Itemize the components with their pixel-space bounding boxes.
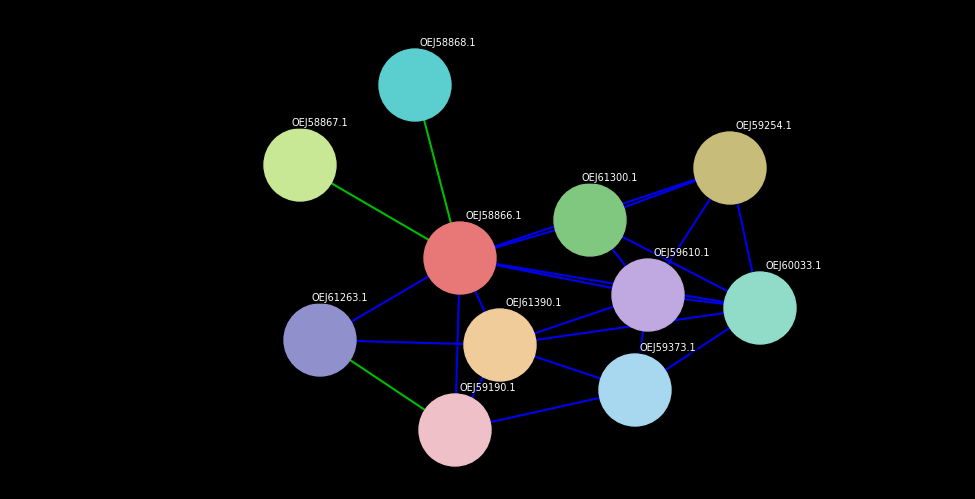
Circle shape <box>599 354 671 426</box>
Circle shape <box>612 259 684 331</box>
Circle shape <box>284 304 356 376</box>
Circle shape <box>694 132 766 204</box>
Text: OEJ58866.1: OEJ58866.1 <box>465 211 522 221</box>
Circle shape <box>264 129 336 201</box>
Circle shape <box>724 272 796 344</box>
Text: OEJ58867.1: OEJ58867.1 <box>292 118 349 128</box>
Text: OEJ59610.1: OEJ59610.1 <box>653 248 710 258</box>
Circle shape <box>464 309 536 381</box>
Text: OEJ61300.1: OEJ61300.1 <box>582 173 639 183</box>
Circle shape <box>424 222 496 294</box>
Text: OEJ61390.1: OEJ61390.1 <box>505 298 562 308</box>
Text: OEJ60033.1: OEJ60033.1 <box>765 261 821 271</box>
Circle shape <box>419 394 491 466</box>
Text: OEJ61263.1: OEJ61263.1 <box>312 293 369 303</box>
Text: OEJ59254.1: OEJ59254.1 <box>735 121 792 131</box>
Circle shape <box>379 49 451 121</box>
Circle shape <box>554 184 626 256</box>
Text: OEJ59373.1: OEJ59373.1 <box>640 343 696 353</box>
Text: OEJ59190.1: OEJ59190.1 <box>460 383 517 393</box>
Text: OEJ58868.1: OEJ58868.1 <box>420 38 477 48</box>
